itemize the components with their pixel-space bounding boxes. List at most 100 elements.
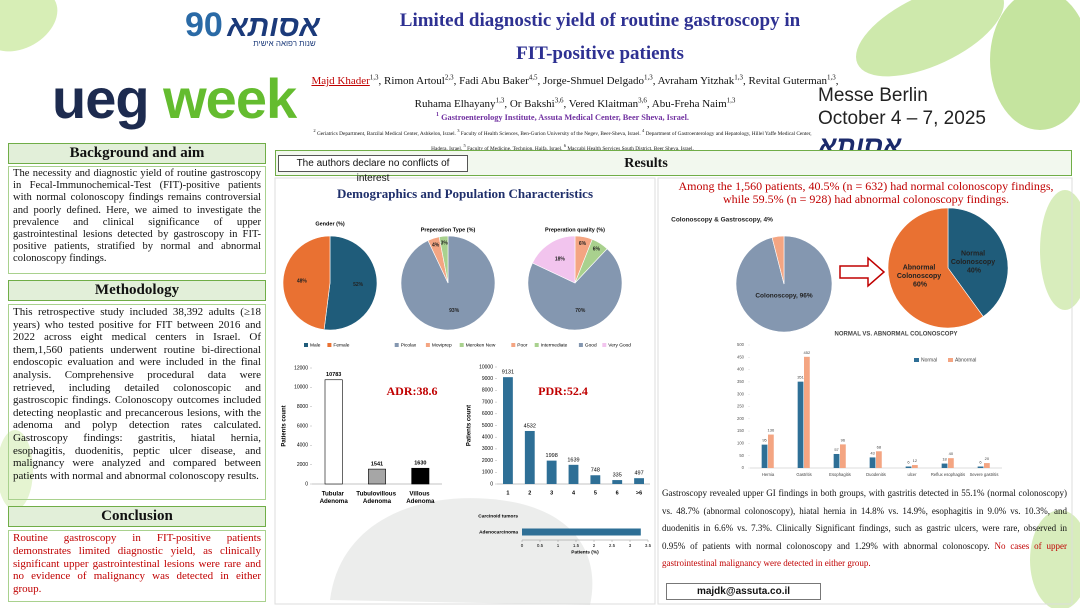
pie-slice: [532, 235, 576, 284]
affiliation-text: Gastroenterology Institute, Assuta Medic…: [441, 112, 689, 122]
annotation: ADR:38.6: [387, 384, 438, 398]
author-affiliation: 1,3: [643, 73, 653, 81]
x-tick-label: 3.5: [645, 543, 652, 548]
ueg-logo: ueg week: [52, 66, 297, 131]
legend-swatch: [948, 358, 953, 362]
bar: [324, 379, 343, 485]
affiliation-number: 6: [563, 143, 566, 149]
bar: [840, 444, 846, 468]
pie-label: 70%: [575, 308, 586, 314]
author: Fadi Abu Baker4,5: [459, 73, 543, 87]
value-label: 1998: [546, 453, 558, 459]
bar: [876, 451, 882, 468]
y-tick-label: 12000: [294, 365, 308, 371]
y-tick-label: 0: [305, 481, 308, 487]
results-title: Results: [624, 156, 668, 171]
y-tick-label: 150: [737, 428, 745, 433]
bar: [522, 528, 641, 536]
x-tick-label: 6: [616, 490, 619, 496]
value-label: 1639: [567, 457, 579, 463]
y-tick-label: 5000: [482, 423, 493, 429]
x-tick-label: Esophagitis: [829, 472, 851, 477]
bar: [634, 478, 644, 484]
pie-label: Normal Colonoscopy 40%: [951, 250, 997, 274]
author-affiliation: 1,3: [734, 73, 744, 81]
x-tick-label: Duodenitis: [866, 472, 886, 477]
affiliation-number: 2: [313, 128, 316, 134]
author-affiliation: 1,3: [827, 73, 836, 81]
bar: [368, 468, 386, 485]
author-affiliation: 1,3: [495, 96, 505, 105]
y-tick-label: 0: [490, 481, 493, 487]
section-text: This retrospective study included 38,392…: [8, 304, 266, 500]
bar: [568, 464, 579, 484]
x-tick-label: 1: [557, 543, 560, 548]
bar: [948, 458, 954, 468]
pie-title: Preperation quality (%): [545, 227, 605, 233]
x-tick-label: Tubular Adenoma: [320, 490, 349, 505]
bar: [905, 466, 912, 468]
section-title: Conclusion: [8, 506, 266, 527]
y-tick-label: 450: [737, 354, 745, 359]
author: Majd Khader1,3: [311, 73, 384, 87]
y-tick-label: 400: [737, 367, 745, 372]
value-label: 68: [877, 444, 882, 449]
y-tick-label: 50: [739, 453, 744, 458]
legend-label: Meroken New: [466, 342, 496, 348]
x-tick-label: Gastritis: [796, 472, 811, 477]
x-tick-label: Reflux esophagitis: [931, 472, 965, 477]
value-label: 497: [634, 471, 643, 477]
pie-label: 6%: [593, 247, 601, 253]
venue: Messe Berlin: [818, 85, 928, 106]
author-line: Majd Khader1,3 Rimon Artoul2,3 Fadi Abu …: [285, 67, 865, 91]
pie-label: 4%: [432, 242, 440, 248]
affiliation: 6 Maccabi Health Services South District…: [563, 143, 694, 153]
value-label: 452: [804, 350, 811, 355]
venue-block: Messe Berlin October 4 – 7, 2025 אסותא: [818, 84, 986, 162]
value-label: 20: [985, 456, 990, 461]
pie-slice: [438, 235, 449, 284]
author-line: Ruhama Elhayany1,3 Or Bakshi3,6 Vered Kl…: [285, 91, 865, 115]
author-name: Jorge-Shmuel Delgado: [543, 74, 644, 87]
value-label: 335: [613, 473, 622, 479]
legend-swatch: [304, 343, 308, 347]
author: Jorge-Shmuel Delgado1,3: [543, 73, 658, 87]
author-affiliation: 2,3: [444, 73, 454, 81]
y-tick-label: 4000: [297, 443, 308, 449]
value-label: 95: [762, 438, 767, 443]
affiliation: 4 Department of Gastroenterology and Hep…: [431, 128, 811, 152]
y-tick-label: 2000: [297, 462, 308, 468]
x-tick-label: Tubulovillous Adenoma: [356, 490, 397, 505]
annotation: PDR:52.4: [538, 384, 588, 398]
y-tick-label: 500: [737, 342, 745, 347]
legend-label: Good: [585, 342, 597, 348]
bar: [524, 430, 535, 484]
affiliation-number: 5: [463, 143, 466, 149]
bar: [984, 463, 990, 468]
x-tick-label: 0: [521, 543, 524, 548]
pie-label: 52%: [353, 282, 364, 288]
y-tick-label: 2000: [482, 458, 493, 464]
y-tick-label: 300: [737, 391, 745, 396]
legend-swatch: [578, 343, 583, 347]
x-tick-label: Severe gastritis: [970, 472, 999, 477]
y-tick-label: 0: [742, 465, 745, 470]
legend-swatch: [511, 343, 516, 347]
email: majdk@assuta.co.il: [666, 583, 821, 600]
legend-label: Male: [310, 342, 321, 348]
dates: October 4 – 7, 2025: [818, 108, 986, 129]
value-label: 96: [841, 437, 846, 442]
y-tick-label: 9000: [482, 376, 493, 382]
author-name: Or Bakshi: [509, 98, 555, 111]
x-tick-label: 2.5: [609, 543, 616, 548]
author: Revital Guterman1,3: [749, 73, 839, 87]
pie-label: 93%: [449, 308, 460, 314]
logo-number: 90: [185, 6, 223, 44]
x-tick-label: Villous Adenoma: [406, 490, 435, 505]
authors: Majd Khader1,3 Rimon Artoul2,3 Fadi Abu …: [285, 67, 865, 114]
pie-slice: [282, 235, 331, 330]
y-tick-label: 4000: [482, 435, 493, 441]
bar: [768, 434, 774, 468]
y-tick-label: 6000: [297, 423, 308, 429]
findings-text: Gastroscopy revealed upper GI findings i…: [662, 488, 1067, 551]
